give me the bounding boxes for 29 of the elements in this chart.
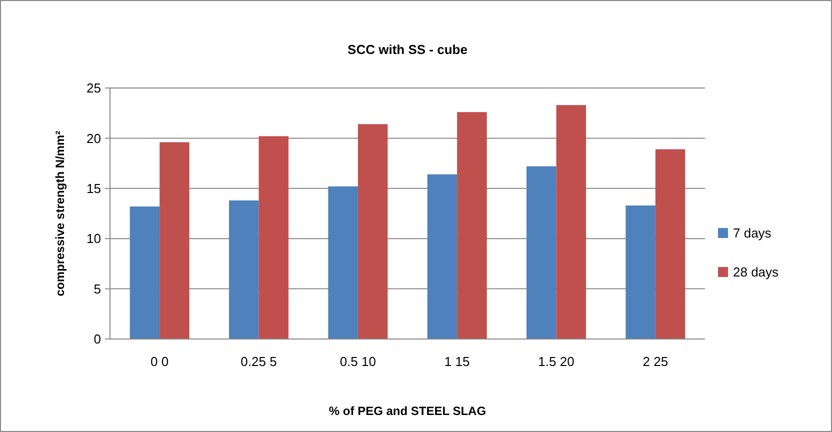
y-tick-label: 15 xyxy=(86,180,101,196)
x-axis-title: % of PEG and STEEL SLAG xyxy=(328,404,486,418)
bar xyxy=(526,166,556,339)
bar xyxy=(427,174,458,339)
x-tick-label: 1 15 xyxy=(444,354,470,369)
bar xyxy=(160,142,190,339)
x-tick-label: 2 25 xyxy=(642,354,668,369)
x-tick-label: 1.5 20 xyxy=(538,354,574,369)
legend-label: 28 days xyxy=(733,264,780,280)
x-tick-label: 0.25 5 xyxy=(240,354,277,369)
x-tick-label: 0 0 xyxy=(150,354,169,369)
bar xyxy=(328,186,358,339)
y-tick-label: 25 xyxy=(86,80,101,96)
bar xyxy=(130,206,160,339)
y-tick-label: 10 xyxy=(86,231,101,246)
bar xyxy=(358,124,388,339)
bar xyxy=(556,105,586,339)
y-tick-label: 20 xyxy=(86,130,101,146)
bar xyxy=(457,112,487,339)
x-tick-label: 0.5 10 xyxy=(340,354,376,369)
y-tick-label: 0 xyxy=(94,332,101,347)
y-tick-label: 5 xyxy=(94,281,101,296)
bar xyxy=(655,149,686,339)
bar xyxy=(258,136,288,339)
chart-title: SCC with SS - cube xyxy=(348,42,468,57)
y-axis-title: compressive strength N/mm² xyxy=(53,130,67,296)
bar xyxy=(626,205,656,339)
legend-label: 7 days xyxy=(733,226,772,241)
bar xyxy=(229,200,259,339)
